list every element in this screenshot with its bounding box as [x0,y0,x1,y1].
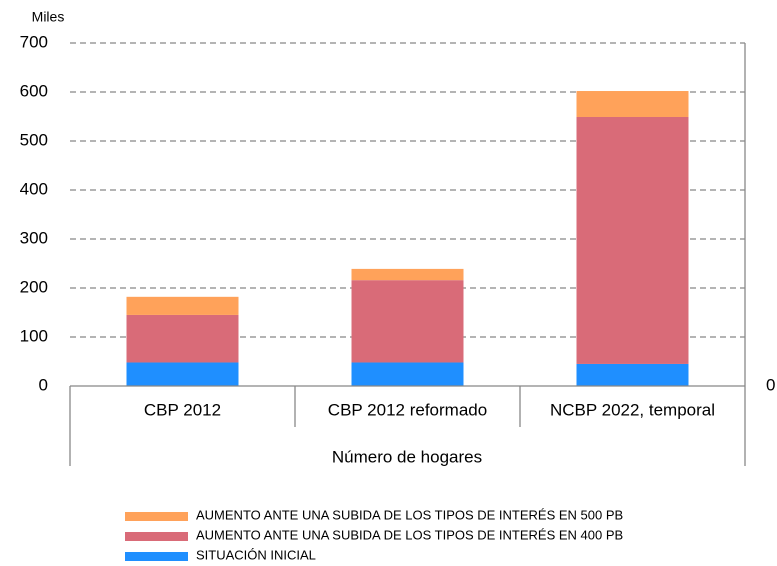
y-tick-label: 0 [39,375,48,394]
y-tick-label: 300 [20,228,48,247]
legend-swatch [125,532,188,541]
x-tick-label: CBP 2012 [144,400,221,419]
y-unit-label: Miles [32,9,65,25]
bar-segment [576,363,689,386]
x-tick-label: NCBP 2022, temporal [550,400,715,419]
y-tick-label: 100 [20,326,48,345]
x-axis-title: Número de hogares [332,447,482,466]
y-tick-label: 600 [20,81,48,100]
y-tick-label: 400 [20,179,48,198]
y-tick-label: 200 [20,277,48,296]
bar-segment [126,296,239,315]
y-tick-label: 500 [20,130,48,149]
legend-swatch [125,552,188,561]
bar-segment [351,280,464,363]
bar-segment [126,314,239,363]
bar-segment [126,362,239,386]
legend-label: AUMENTO ANTE UNA SUBIDA DE LOS TIPOS DE … [196,527,623,542]
legend-label: AUMENTO ANTE UNA SUBIDA DE LOS TIPOS DE … [196,507,623,522]
y2-tick-label: 0 [766,375,775,394]
x-tick-label: CBP 2012 reformado [328,400,487,419]
bar-segment [351,268,464,281]
legend-swatch [125,512,188,521]
legend-label: SITUACIÓN INICIAL [196,547,316,562]
bar-segment [576,116,689,364]
bar-segment [576,91,689,117]
y-tick-label: 700 [20,32,48,51]
bar-segment [351,362,464,386]
